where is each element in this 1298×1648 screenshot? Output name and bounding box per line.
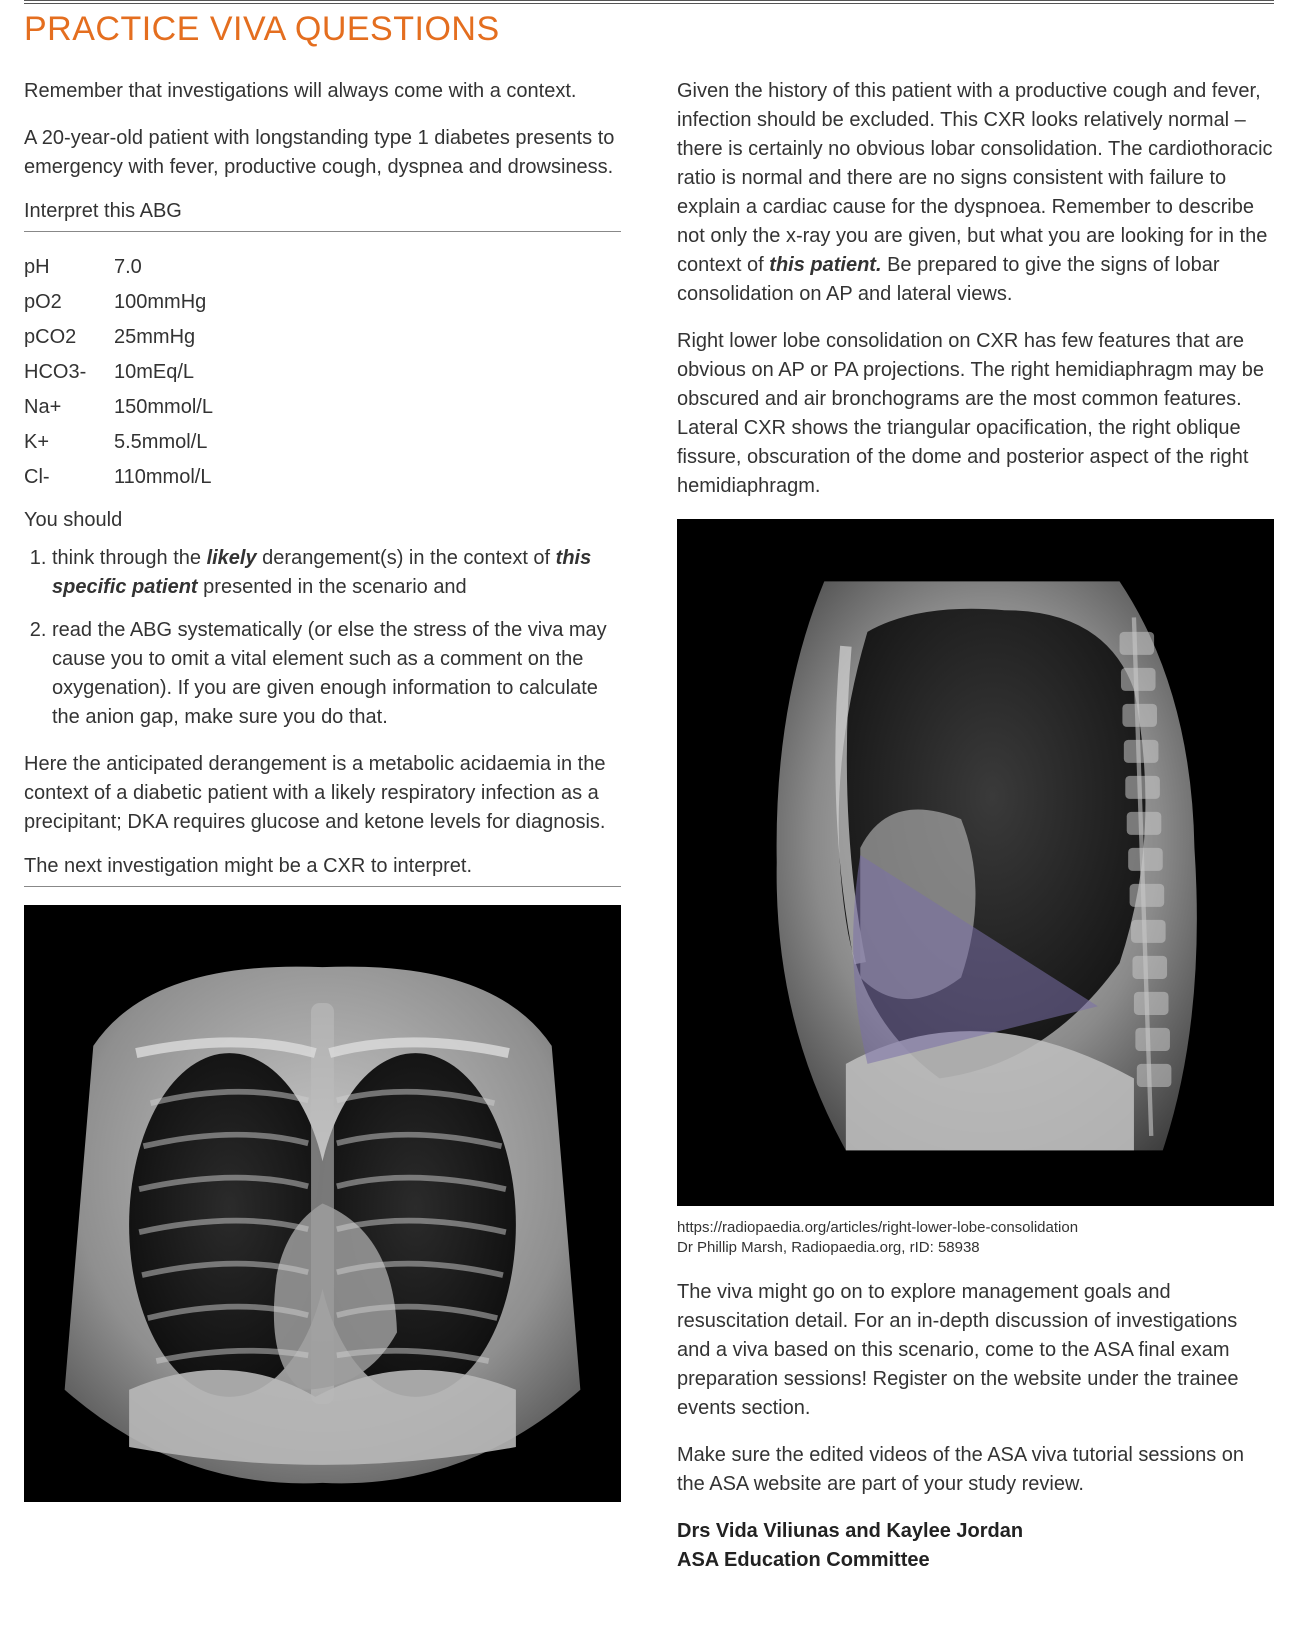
table-row: pO2100mmHg: [24, 285, 231, 320]
table-row: pH7.0: [24, 250, 231, 285]
step-1-text-a: think through the: [52, 547, 207, 569]
step-2: read the ABG systematically (or else the…: [52, 616, 621, 732]
divider: [24, 886, 621, 887]
abg-label: pO2: [24, 285, 114, 320]
abg-value: 100mmHg: [114, 285, 231, 320]
chest-xray-pa-image: [24, 905, 621, 1502]
author-line-2: ASA Education Committee: [677, 1546, 1274, 1575]
abg-label: K+: [24, 425, 114, 460]
right-column: Given the history of this patient with a…: [677, 77, 1274, 1575]
abg-label: Cl-: [24, 460, 114, 495]
right-paragraph-4: Make sure the edited videos of the ASA v…: [677, 1441, 1274, 1499]
abg-value: 7.0: [114, 250, 231, 285]
steps-list: think through the likely derangement(s) …: [24, 544, 621, 732]
step-1-emph-1: likely: [207, 547, 257, 569]
right-p1-text-a: Given the history of this patient with a…: [677, 80, 1273, 276]
caption-line-2: Dr Phillip Marsh, Radiopaedia.org, rID: …: [677, 1238, 1274, 1258]
abg-label: HCO3-: [24, 355, 114, 390]
step-1: think through the likely derangement(s) …: [52, 544, 621, 602]
step-1-text-b: derangement(s) in the context of: [257, 547, 556, 569]
chest-xray-lateral-image: [677, 519, 1274, 1206]
two-column-layout: Remember that investigations will always…: [24, 77, 1274, 1575]
table-row: Na+150mmol/L: [24, 390, 231, 425]
authors-block: Drs Vida Viliunas and Kaylee Jordan ASA …: [677, 1517, 1274, 1575]
table-row: HCO3-10mEq/L: [24, 355, 231, 390]
left-column: Remember that investigations will always…: [24, 77, 621, 1575]
table-row: Cl-110mmol/L: [24, 460, 231, 495]
abg-label: pCO2: [24, 320, 114, 355]
conclusion-paragraph: Here the anticipated derangement is a me…: [24, 750, 621, 837]
abg-table: pH7.0pO2100mmHgpCO225mmHgHCO3-10mEq/LNa+…: [24, 250, 231, 495]
you-should-label: You should: [24, 509, 621, 532]
caption-line-1: https://radiopaedia.org/articles/right-l…: [677, 1218, 1274, 1238]
abg-section-label: Interpret this ABG: [24, 200, 621, 223]
intro-paragraph-1: Remember that investigations will always…: [24, 77, 621, 106]
step-1-text-c: presented in the scenario and: [198, 576, 467, 598]
abg-value: 10mEq/L: [114, 355, 231, 390]
abg-label: Na+: [24, 390, 114, 425]
abg-value: 5.5mmol/L: [114, 425, 231, 460]
author-line-1: Drs Vida Viliunas and Kaylee Jordan: [677, 1517, 1274, 1546]
right-paragraph-2: Right lower lobe consolidation on CXR ha…: [677, 327, 1274, 501]
right-p1-emph: this patient.: [769, 254, 881, 276]
right-paragraph-3: The viva might go on to explore manageme…: [677, 1278, 1274, 1423]
page-title: PRACTICE VIVA QUESTIONS: [24, 3, 1274, 77]
table-row: K+5.5mmol/L: [24, 425, 231, 460]
intro-paragraph-2: A 20-year-old patient with longstanding …: [24, 124, 621, 182]
cxr-section-label: The next investigation might be a CXR to…: [24, 855, 621, 878]
abg-label: pH: [24, 250, 114, 285]
right-paragraph-1: Given the history of this patient with a…: [677, 77, 1274, 309]
abg-value: 150mmol/L: [114, 390, 231, 425]
abg-value: 25mmHg: [114, 320, 231, 355]
abg-value: 110mmol/L: [114, 460, 231, 495]
image-caption: https://radiopaedia.org/articles/right-l…: [677, 1218, 1274, 1259]
table-row: pCO225mmHg: [24, 320, 231, 355]
divider: [24, 231, 621, 232]
